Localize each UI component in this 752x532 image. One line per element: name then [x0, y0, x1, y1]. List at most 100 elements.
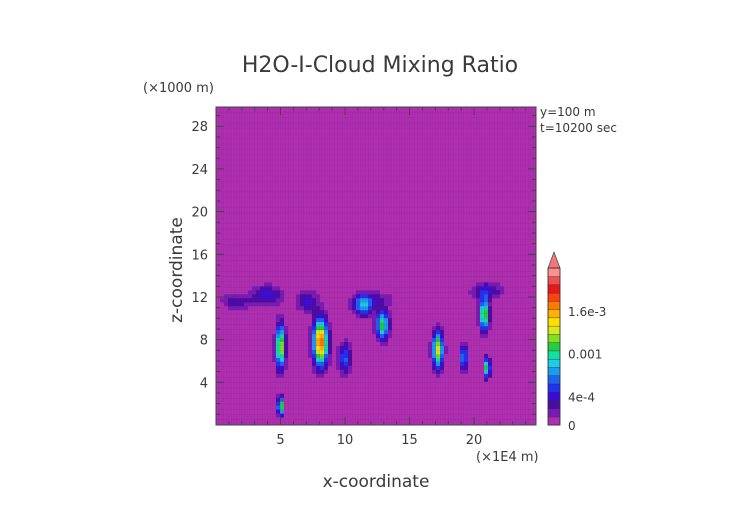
heatmap-cell	[320, 333, 325, 339]
heatmap-cell	[284, 266, 289, 271]
heatmap-cell	[480, 377, 485, 382]
heatmap-cell	[408, 341, 413, 346]
heatmap-cell	[348, 230, 353, 235]
heatmap-cell	[328, 349, 333, 354]
heatmap-cell	[532, 297, 537, 303]
heatmap-cell	[320, 293, 325, 299]
heatmap-cell	[372, 301, 377, 307]
heatmap-cell	[524, 238, 529, 243]
heatmap-cell	[380, 413, 385, 418]
heatmap-cell	[220, 401, 225, 406]
heatmap-cell	[232, 357, 237, 362]
heatmap-cell	[316, 357, 321, 362]
heatmap-cell	[328, 373, 333, 378]
heatmap-cell	[416, 377, 421, 382]
heatmap-cell	[288, 337, 293, 343]
heatmap-cell	[232, 397, 237, 402]
heatmap-cell	[380, 305, 385, 311]
heatmap-cell	[476, 401, 481, 406]
heatmap-cell	[228, 329, 233, 335]
heatmap-cell	[512, 305, 517, 311]
heatmap-cell	[452, 266, 457, 271]
heatmap-cell	[252, 313, 257, 319]
heatmap-cell	[340, 206, 345, 211]
heatmap-cell	[376, 321, 381, 327]
heatmap-cell	[464, 405, 469, 410]
heatmap-cell	[528, 186, 533, 191]
heatmap-cell	[260, 234, 265, 239]
heatmap-cell	[508, 397, 513, 402]
heatmap-cell	[476, 369, 481, 374]
heatmap-cell	[388, 321, 393, 327]
heatmap-cell	[456, 397, 461, 402]
heatmap-cell	[504, 222, 509, 227]
heatmap-cell	[300, 357, 305, 362]
heatmap-cell	[324, 226, 329, 231]
heatmap-cell	[516, 218, 521, 223]
heatmap-cell	[476, 226, 481, 231]
heatmap-cell	[268, 238, 273, 243]
heatmap-cell	[216, 309, 221, 315]
heatmap-cell	[400, 273, 405, 279]
heatmap-cell	[288, 341, 293, 346]
heatmap-cell	[436, 389, 441, 394]
heatmap-cell	[284, 313, 289, 319]
heatmap-cell	[508, 377, 513, 382]
heatmap-cell	[312, 285, 317, 291]
heatmap-cell	[392, 289, 397, 295]
heatmap-cell	[520, 273, 525, 279]
heatmap-cell	[244, 210, 249, 215]
heatmap-cell	[356, 357, 361, 362]
heatmap-cell	[256, 202, 261, 207]
heatmap-cell	[232, 214, 237, 219]
heatmap-cell	[448, 389, 453, 394]
heatmap-cell	[468, 246, 473, 251]
heatmap-cell	[280, 401, 285, 406]
heatmap-cell	[224, 178, 229, 184]
heatmap-cell	[428, 385, 433, 390]
heatmap-cell	[512, 317, 517, 323]
heatmap-cell	[392, 385, 397, 390]
heatmap-cell	[244, 337, 249, 343]
heatmap-cell	[520, 353, 525, 358]
heatmap-cell	[332, 285, 337, 291]
heatmap-cell	[348, 421, 353, 426]
heatmap-cell	[528, 401, 533, 406]
heatmap-cell	[488, 222, 493, 227]
heatmap-cell	[488, 202, 493, 207]
heatmap-cell	[464, 353, 469, 358]
heatmap-cell	[244, 269, 249, 275]
heatmap-cell	[392, 393, 397, 398]
heatmap-cell	[468, 206, 473, 211]
heatmap-cell	[292, 222, 297, 227]
heatmap-cell	[252, 369, 257, 374]
heatmap-cell	[256, 198, 261, 203]
heatmap-cell	[380, 321, 385, 327]
heatmap-cell	[464, 349, 469, 354]
heatmap-cell	[400, 262, 405, 267]
heatmap-cell	[360, 381, 365, 386]
heatmap-cell	[532, 357, 537, 362]
heatmap-cell	[308, 389, 313, 394]
heatmap-cell	[292, 401, 297, 406]
heatmap-cell	[276, 226, 281, 231]
heatmap-cell	[328, 186, 333, 191]
heatmap-cell	[404, 365, 409, 370]
heatmap-cell	[436, 182, 441, 187]
heatmap-cell	[356, 269, 361, 275]
heatmap-cell	[324, 210, 329, 215]
heatmap-cell	[460, 266, 465, 271]
heatmap-cell	[472, 369, 477, 374]
heatmap-cell	[236, 202, 241, 207]
heatmap-cell	[396, 210, 401, 215]
heatmap-cell	[352, 405, 357, 410]
heatmap-cell	[492, 421, 497, 426]
heatmap-cell	[476, 281, 481, 287]
heatmap-cell	[348, 333, 353, 339]
heatmap-cell	[332, 210, 337, 215]
heatmap-cell	[320, 214, 325, 219]
heatmap-cell	[288, 285, 293, 291]
heatmap-cell	[304, 198, 309, 203]
heatmap-cell	[380, 178, 385, 184]
heatmap-cell	[420, 230, 425, 235]
